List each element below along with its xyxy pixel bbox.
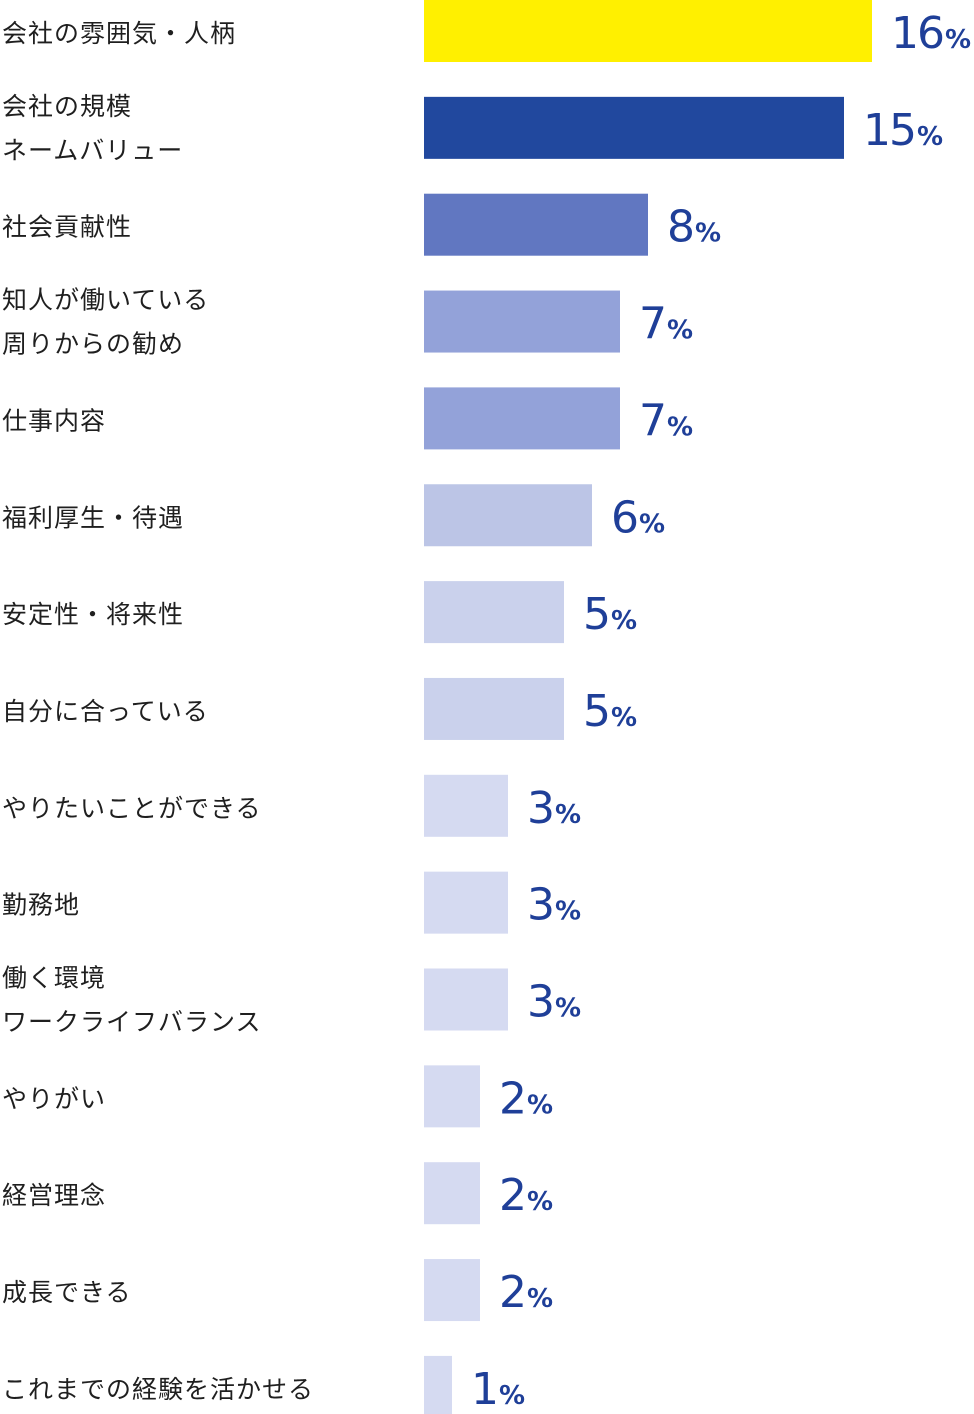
bar [424, 1162, 480, 1225]
value-label: 7% [639, 299, 693, 350]
category-label: 経営理念 [2, 1181, 106, 1210]
value-number: 5 [583, 589, 609, 640]
category-label-line: ネームバリュー [2, 136, 183, 165]
bar [424, 1065, 480, 1128]
value-number: 7 [639, 395, 665, 446]
value-label: 1% [471, 1364, 525, 1414]
category-label-line: 安定性・将来性 [2, 600, 184, 629]
bar [424, 290, 620, 353]
value-number: 3 [527, 880, 553, 931]
category-label-line: これまでの経験を活かせる [2, 1375, 314, 1404]
value-label: 6% [611, 492, 665, 543]
bar [424, 871, 508, 934]
value-unit: % [639, 509, 665, 539]
value-label: 2% [499, 1073, 553, 1124]
bar [424, 1355, 452, 1414]
value-unit: % [667, 316, 693, 346]
value-unit: % [527, 1187, 553, 1217]
value-unit: % [917, 122, 943, 152]
value-unit: % [527, 1090, 553, 1120]
bar [424, 484, 592, 547]
category-label: やりがい [2, 1084, 106, 1113]
value-number: 8 [667, 202, 693, 253]
value-unit: % [695, 219, 721, 249]
value-number: 6 [611, 492, 637, 543]
value-unit: % [527, 1284, 553, 1314]
value-unit: % [611, 703, 637, 733]
category-label: 自分に合っている [2, 697, 209, 726]
value-label: 15% [863, 105, 943, 156]
category-label-line: 仕事内容 [2, 406, 106, 435]
category-label: 会社の規模ネームバリュー [2, 92, 183, 165]
category-label: やりたいことができる [2, 794, 262, 823]
value-label: 5% [583, 589, 637, 640]
category-label-line: 働く環境 [2, 964, 106, 993]
value-number: 15 [863, 105, 915, 156]
value-label: 2% [499, 1267, 553, 1318]
bar [424, 96, 844, 159]
category-label: これまでの経験を活かせる [2, 1375, 314, 1404]
value-label: 3% [527, 783, 581, 834]
category-label-line: 知人が働いている [2, 286, 209, 315]
category-label-line: 勤務地 [2, 891, 80, 920]
value-label: 2% [499, 1170, 553, 1221]
value-unit: % [555, 897, 581, 927]
category-label: 社会貢献性 [2, 213, 132, 242]
category-label: 成長できる [2, 1278, 132, 1307]
category-label: 仕事内容 [2, 406, 106, 435]
value-number: 3 [527, 977, 553, 1028]
value-number: 7 [639, 299, 665, 350]
category-label: 勤務地 [2, 891, 80, 920]
value-number: 2 [499, 1267, 525, 1318]
value-unit: % [555, 800, 581, 830]
category-label-line: ワークライフバランス [2, 1008, 262, 1037]
value-label: 3% [527, 880, 581, 931]
value-label: 3% [527, 977, 581, 1028]
category-label: 働く環境ワークライフバランス [2, 964, 262, 1037]
category-label-line: 会社の規模 [2, 92, 132, 121]
value-number: 2 [499, 1170, 525, 1221]
value-label: 16% [891, 8, 971, 59]
value-label: 7% [639, 395, 693, 446]
bar [424, 581, 564, 644]
value-label: 5% [583, 686, 637, 737]
category-label-line: 会社の雰囲気・人柄 [2, 19, 236, 48]
value-unit: % [667, 412, 693, 442]
value-number: 3 [527, 783, 553, 834]
bar [424, 774, 508, 837]
category-label: 福利厚生・待遇 [2, 503, 184, 532]
category-label-line: 福利厚生・待遇 [2, 503, 184, 532]
category-label-line: 社会貢献性 [2, 213, 132, 242]
bar [424, 0, 872, 62]
category-label-line: 成長できる [2, 1278, 132, 1307]
category-label-line: 経営理念 [2, 1181, 106, 1210]
category-label-line: 周りからの勧め [2, 330, 184, 359]
value-unit: % [945, 25, 971, 55]
value-number: 2 [499, 1073, 525, 1124]
bar [424, 193, 648, 256]
category-label: 知人が働いている周りからの勧め [2, 286, 209, 359]
value-unit: % [499, 1381, 525, 1411]
category-label-line: やりがい [2, 1084, 106, 1113]
category-label: 会社の雰囲気・人柄 [2, 19, 236, 48]
bar [424, 677, 564, 740]
value-label: 8% [667, 202, 721, 253]
category-label: 安定性・将来性 [2, 600, 184, 629]
bar [424, 1259, 480, 1322]
value-number: 1 [471, 1364, 497, 1414]
bar [424, 968, 508, 1031]
category-label-line: やりたいことができる [2, 794, 262, 823]
value-number: 16 [891, 8, 943, 59]
bar [424, 387, 620, 450]
value-unit: % [611, 606, 637, 636]
category-label-line: 自分に合っている [2, 697, 209, 726]
value-unit: % [555, 994, 581, 1024]
value-number: 5 [583, 686, 609, 737]
